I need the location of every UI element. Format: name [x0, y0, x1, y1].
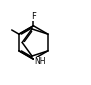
Text: F: F — [31, 12, 36, 20]
Text: NH: NH — [34, 57, 46, 66]
